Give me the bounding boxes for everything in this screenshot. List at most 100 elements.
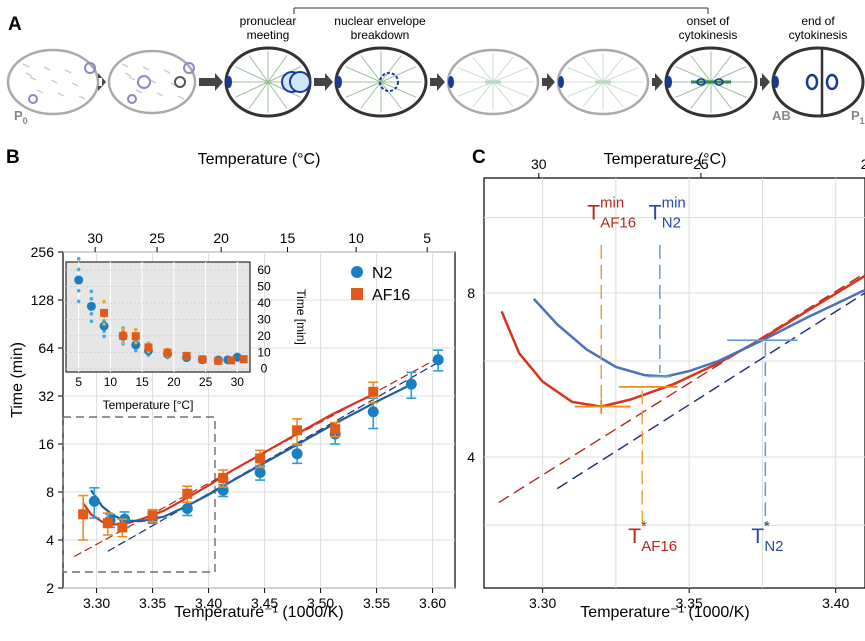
polar-body <box>558 76 564 88</box>
aster-ray <box>235 81 269 98</box>
b-top-tick-label: 15 <box>280 230 296 246</box>
c-annotation-main: T <box>649 202 662 225</box>
b-n2-fit <box>90 384 411 523</box>
aster-ray <box>492 81 529 97</box>
c-annotation-sub: AF16 <box>600 215 636 232</box>
label-pronuclear: pronuclear meeting <box>240 14 297 42</box>
polar-body <box>448 76 454 88</box>
aster-ray <box>472 81 494 108</box>
aster-ray <box>582 56 604 83</box>
c-annotation-sub: N2 <box>764 538 783 555</box>
inset-replicate-n2 <box>76 256 81 261</box>
c-x-tick-label: 3.30 <box>529 595 556 611</box>
aster-ray <box>492 81 514 108</box>
aster-ray <box>582 81 604 108</box>
b-point-n2 <box>254 467 266 479</box>
aster-ray <box>380 81 417 98</box>
panel-b-letter: B <box>6 147 20 168</box>
b-point-n2 <box>432 354 444 366</box>
b-y-tick-label: 16 <box>38 436 54 452</box>
panel-a: A pronuclear meeting nuclear envelope brea… <box>6 7 865 126</box>
b-point-af16 <box>102 518 113 529</box>
pronucleus <box>289 71 311 93</box>
b-zoom-box <box>62 416 216 573</box>
aster-ray <box>710 81 732 109</box>
b-top-axis-label: Temperature (°C) <box>198 151 321 168</box>
c-annotation-label: T* AF16 <box>628 518 677 555</box>
b-point-n2 <box>291 448 303 460</box>
inset-x-tick-label: 30 <box>231 375 245 389</box>
b-points <box>78 349 444 541</box>
c-annotation-sup: min <box>600 195 624 212</box>
stage-arrow <box>314 73 333 91</box>
panel-a-letter: A <box>8 14 22 35</box>
aster-ray <box>492 67 529 83</box>
c-curves <box>498 272 865 504</box>
granule <box>163 69 171 74</box>
granule <box>29 76 37 81</box>
panel-b: B Temperature (°C) Temperature⁻¹ (1000/K… <box>6 147 456 621</box>
chromatin <box>714 78 724 86</box>
b-y-tick-label: 128 <box>31 292 55 308</box>
aster-ray <box>457 81 494 97</box>
nucleus-breakdown <box>379 72 399 92</box>
inset-point-af16 <box>214 356 223 365</box>
b-top-tick-label: 5 <box>423 230 431 246</box>
inset-frame <box>65 261 251 373</box>
granule <box>36 89 44 94</box>
aster-ray <box>690 81 712 109</box>
c-annotation-sup: * <box>641 518 647 535</box>
c-x-tick-label: 3.35 <box>676 595 703 611</box>
aster-ray <box>690 55 712 83</box>
granule <box>78 95 86 100</box>
b-top-tick-label: 30 <box>87 230 103 246</box>
label-onset-cytokinesis: onset of cytokinesis <box>679 14 738 42</box>
inset-x-label: Temperature [°C] <box>103 398 194 412</box>
b-x-tick-label: 3.35 <box>139 595 166 611</box>
aster-ray <box>710 55 732 83</box>
inset-grid <box>66 262 250 372</box>
pronucleus <box>28 94 38 104</box>
b-point-n2 <box>88 495 100 507</box>
c-annotation-main: T <box>751 525 764 548</box>
aster-ray <box>360 81 382 109</box>
inset-point-n2 <box>232 352 242 362</box>
b-point-af16 <box>255 453 266 464</box>
aster-ray <box>567 81 604 97</box>
inset-y-tick-label: 20 <box>257 329 271 343</box>
aster-ray <box>472 56 494 83</box>
inset-replicate-af16 <box>121 327 125 332</box>
aster-ray <box>380 81 402 109</box>
stage-bracket <box>293 7 709 14</box>
inset-replicate-n2 <box>76 299 81 304</box>
polar-body <box>666 76 672 88</box>
label-end-cytokinesis: end of cytokinesis <box>789 14 848 42</box>
inset-point-af16 <box>144 343 153 352</box>
aster-ray <box>602 56 624 83</box>
b-point-n2 <box>367 406 379 418</box>
legend-af16-marker <box>351 288 363 300</box>
granule <box>71 82 79 87</box>
stage-arrow <box>652 73 663 91</box>
inset-ticks: 5 10 15 20 25 30 0 10 20 30 40 50 60 <box>75 263 271 389</box>
inset-y-tick-label: 60 <box>257 263 271 277</box>
c-top-tick-label: 25 <box>693 156 709 172</box>
daughter-nucleus <box>805 73 819 91</box>
inset-point-af16 <box>119 331 128 340</box>
inset-replicate-n2 <box>76 267 81 272</box>
c-x-axis-label: Temperature⁻¹ (1000/K) <box>580 604 749 621</box>
granule <box>121 63 129 68</box>
inset-replicate-n2 <box>89 319 94 324</box>
b-af16-fit <box>82 391 378 526</box>
chromatin <box>696 78 706 86</box>
c-annotation-label: Tmin AF16 <box>587 195 636 232</box>
aster-ray <box>492 56 514 83</box>
aster-ray <box>360 55 382 83</box>
pronucleus <box>183 62 195 74</box>
aster-ray <box>602 81 639 97</box>
inset-point-af16 <box>131 332 140 341</box>
b-x-tick-label: 3.50 <box>307 595 334 611</box>
stage-arrow <box>542 73 555 91</box>
c-plot-frame <box>483 177 865 589</box>
